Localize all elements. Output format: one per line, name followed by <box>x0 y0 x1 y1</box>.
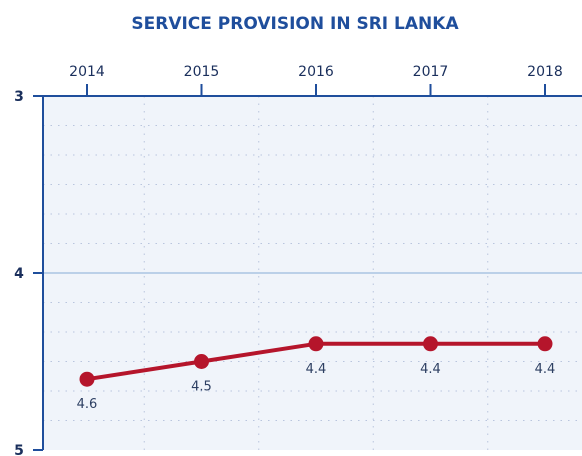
x-tick-label: 2016 <box>298 64 334 80</box>
grid <box>43 96 582 450</box>
data-label: 4.6 <box>77 397 98 412</box>
series-group <box>79 336 553 387</box>
y-tick-label: 4 <box>14 266 24 282</box>
x-tick-label: 2015 <box>184 64 220 80</box>
x-tick-label: 2018 <box>527 64 563 80</box>
data-label: 4.5 <box>191 380 212 395</box>
data-point <box>194 354 209 369</box>
data-point <box>308 336 324 352</box>
y-axis-ticks: 3 4 5 <box>14 89 43 456</box>
data-label: 4.4 <box>420 362 441 377</box>
data-label: 4.4 <box>535 362 556 377</box>
data-labels: 4.6 4.5 4.4 4.4 4.4 <box>77 362 556 412</box>
x-axis-ticks: 2014 2015 2016 2017 2018 <box>69 64 563 96</box>
data-point <box>423 336 438 352</box>
data-point <box>537 336 553 352</box>
y-tick-label: 5 <box>14 443 24 456</box>
data-label: 4.4 <box>306 362 327 377</box>
x-tick-label: 2014 <box>69 64 105 80</box>
chart-title: SERVICE PROVISION IN SRI LANKA <box>131 14 459 34</box>
y-tick-label: 3 <box>14 89 24 105</box>
x-tick-label: 2017 <box>413 64 449 80</box>
data-point <box>79 371 95 387</box>
